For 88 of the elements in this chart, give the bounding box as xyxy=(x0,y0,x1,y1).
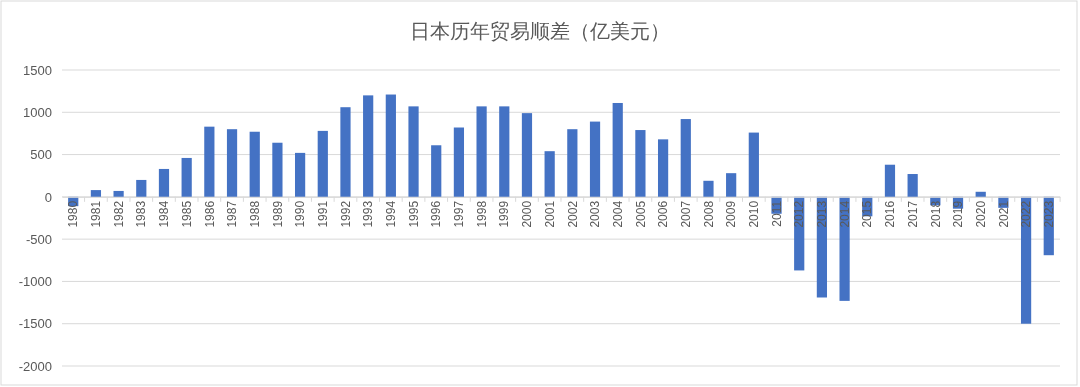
x-tick-label: 1996 xyxy=(429,200,444,228)
x-tick-label: 1988 xyxy=(247,200,262,228)
y-tick-label: -500 xyxy=(25,231,52,247)
x-tick-label: 2004 xyxy=(610,200,625,228)
bar xyxy=(113,190,124,197)
x-tick-label: 2010 xyxy=(747,200,762,228)
bar xyxy=(589,121,601,197)
x-tick-label: 1995 xyxy=(406,200,421,228)
x-tick-label: 1992 xyxy=(338,200,353,228)
bar xyxy=(544,151,555,197)
bar xyxy=(567,129,578,197)
bar xyxy=(136,179,147,197)
bar xyxy=(635,130,646,197)
x-tick-label: 2016 xyxy=(883,200,898,228)
bar xyxy=(363,95,374,197)
bar xyxy=(521,113,533,197)
y-tick-label: 500 xyxy=(30,147,52,163)
x-tick-label: 2013 xyxy=(815,200,830,228)
y-tick-label: 1500 xyxy=(23,62,52,78)
x-tick-label: 2019 xyxy=(951,200,966,228)
bar xyxy=(1020,196,1032,324)
x-tick-label: 1991 xyxy=(315,200,330,228)
x-tick-label: 2023 xyxy=(1041,200,1056,228)
bar xyxy=(295,152,306,197)
x-tick-label: 2017 xyxy=(905,200,920,228)
x-tick-label: 1983 xyxy=(134,200,149,228)
bar xyxy=(408,106,419,197)
x-tick-label: 2022 xyxy=(1019,200,1034,228)
bar xyxy=(612,102,623,197)
bar xyxy=(272,142,283,197)
x-tick-label: 1980 xyxy=(66,200,81,228)
x-tick-label: 2021 xyxy=(996,200,1011,228)
bar xyxy=(726,173,737,197)
x-tick-label: 1997 xyxy=(452,200,467,228)
bar xyxy=(975,191,986,197)
x-tick-label: 1985 xyxy=(179,200,194,228)
x-tick-label: 2014 xyxy=(837,200,852,228)
bar xyxy=(249,131,260,197)
x-tick-label: 1993 xyxy=(361,200,376,228)
bar xyxy=(181,157,192,197)
bar xyxy=(90,190,102,197)
bar xyxy=(907,174,918,197)
bar xyxy=(703,180,714,197)
x-tick-label: 2001 xyxy=(542,200,557,228)
x-tick-label: 2012 xyxy=(792,200,807,228)
x-tick-label: 2018 xyxy=(928,200,943,228)
bar xyxy=(340,107,351,197)
y-tick-label: -1000 xyxy=(18,274,52,290)
x-tick-label: 2007 xyxy=(678,200,693,228)
bar xyxy=(431,145,442,197)
x-tick-label: 1984 xyxy=(157,200,172,228)
bar xyxy=(884,164,896,197)
bar xyxy=(385,94,396,197)
bar xyxy=(317,130,328,197)
y-tick-label: 0 xyxy=(44,189,52,205)
x-tick-label: 1987 xyxy=(225,200,240,228)
x-tick-label: 2005 xyxy=(633,200,648,228)
bar xyxy=(680,119,691,197)
bar xyxy=(226,129,238,197)
x-tick-label: 1999 xyxy=(497,200,512,228)
chart-title: 日本历年贸易顺差（亿美元） xyxy=(410,19,670,43)
x-tick-label: 2020 xyxy=(973,200,988,228)
x-tick-label: 1981 xyxy=(89,200,104,228)
x-tick-label: 2015 xyxy=(860,200,875,228)
y-tick-label: -1500 xyxy=(18,316,52,332)
x-tick-label: 1989 xyxy=(270,200,285,228)
bar xyxy=(748,132,759,197)
x-tick-label: 1982 xyxy=(111,200,126,228)
x-tick-label: 2011 xyxy=(769,200,784,227)
x-tick-label: 2006 xyxy=(656,200,671,228)
x-tick-label: 1990 xyxy=(293,200,308,228)
x-tick-label: 2003 xyxy=(588,200,603,228)
x-tick-label: 1994 xyxy=(384,200,399,228)
x-tick-label: 2009 xyxy=(724,200,739,228)
y-tick-label: -2000 xyxy=(18,358,52,374)
x-tick-label: 2002 xyxy=(565,200,580,228)
bar xyxy=(657,139,669,197)
bar xyxy=(839,196,850,301)
bar xyxy=(204,126,215,197)
x-tick-label: 2008 xyxy=(701,200,716,228)
x-tick-label: 1986 xyxy=(202,200,217,228)
bar xyxy=(158,168,170,197)
y-tick-label: 1000 xyxy=(23,104,52,120)
x-tick-label: 2000 xyxy=(520,200,535,228)
bar xyxy=(453,127,465,197)
bar xyxy=(476,106,487,197)
x-tick-label: 1998 xyxy=(474,200,489,228)
bar xyxy=(499,106,510,197)
